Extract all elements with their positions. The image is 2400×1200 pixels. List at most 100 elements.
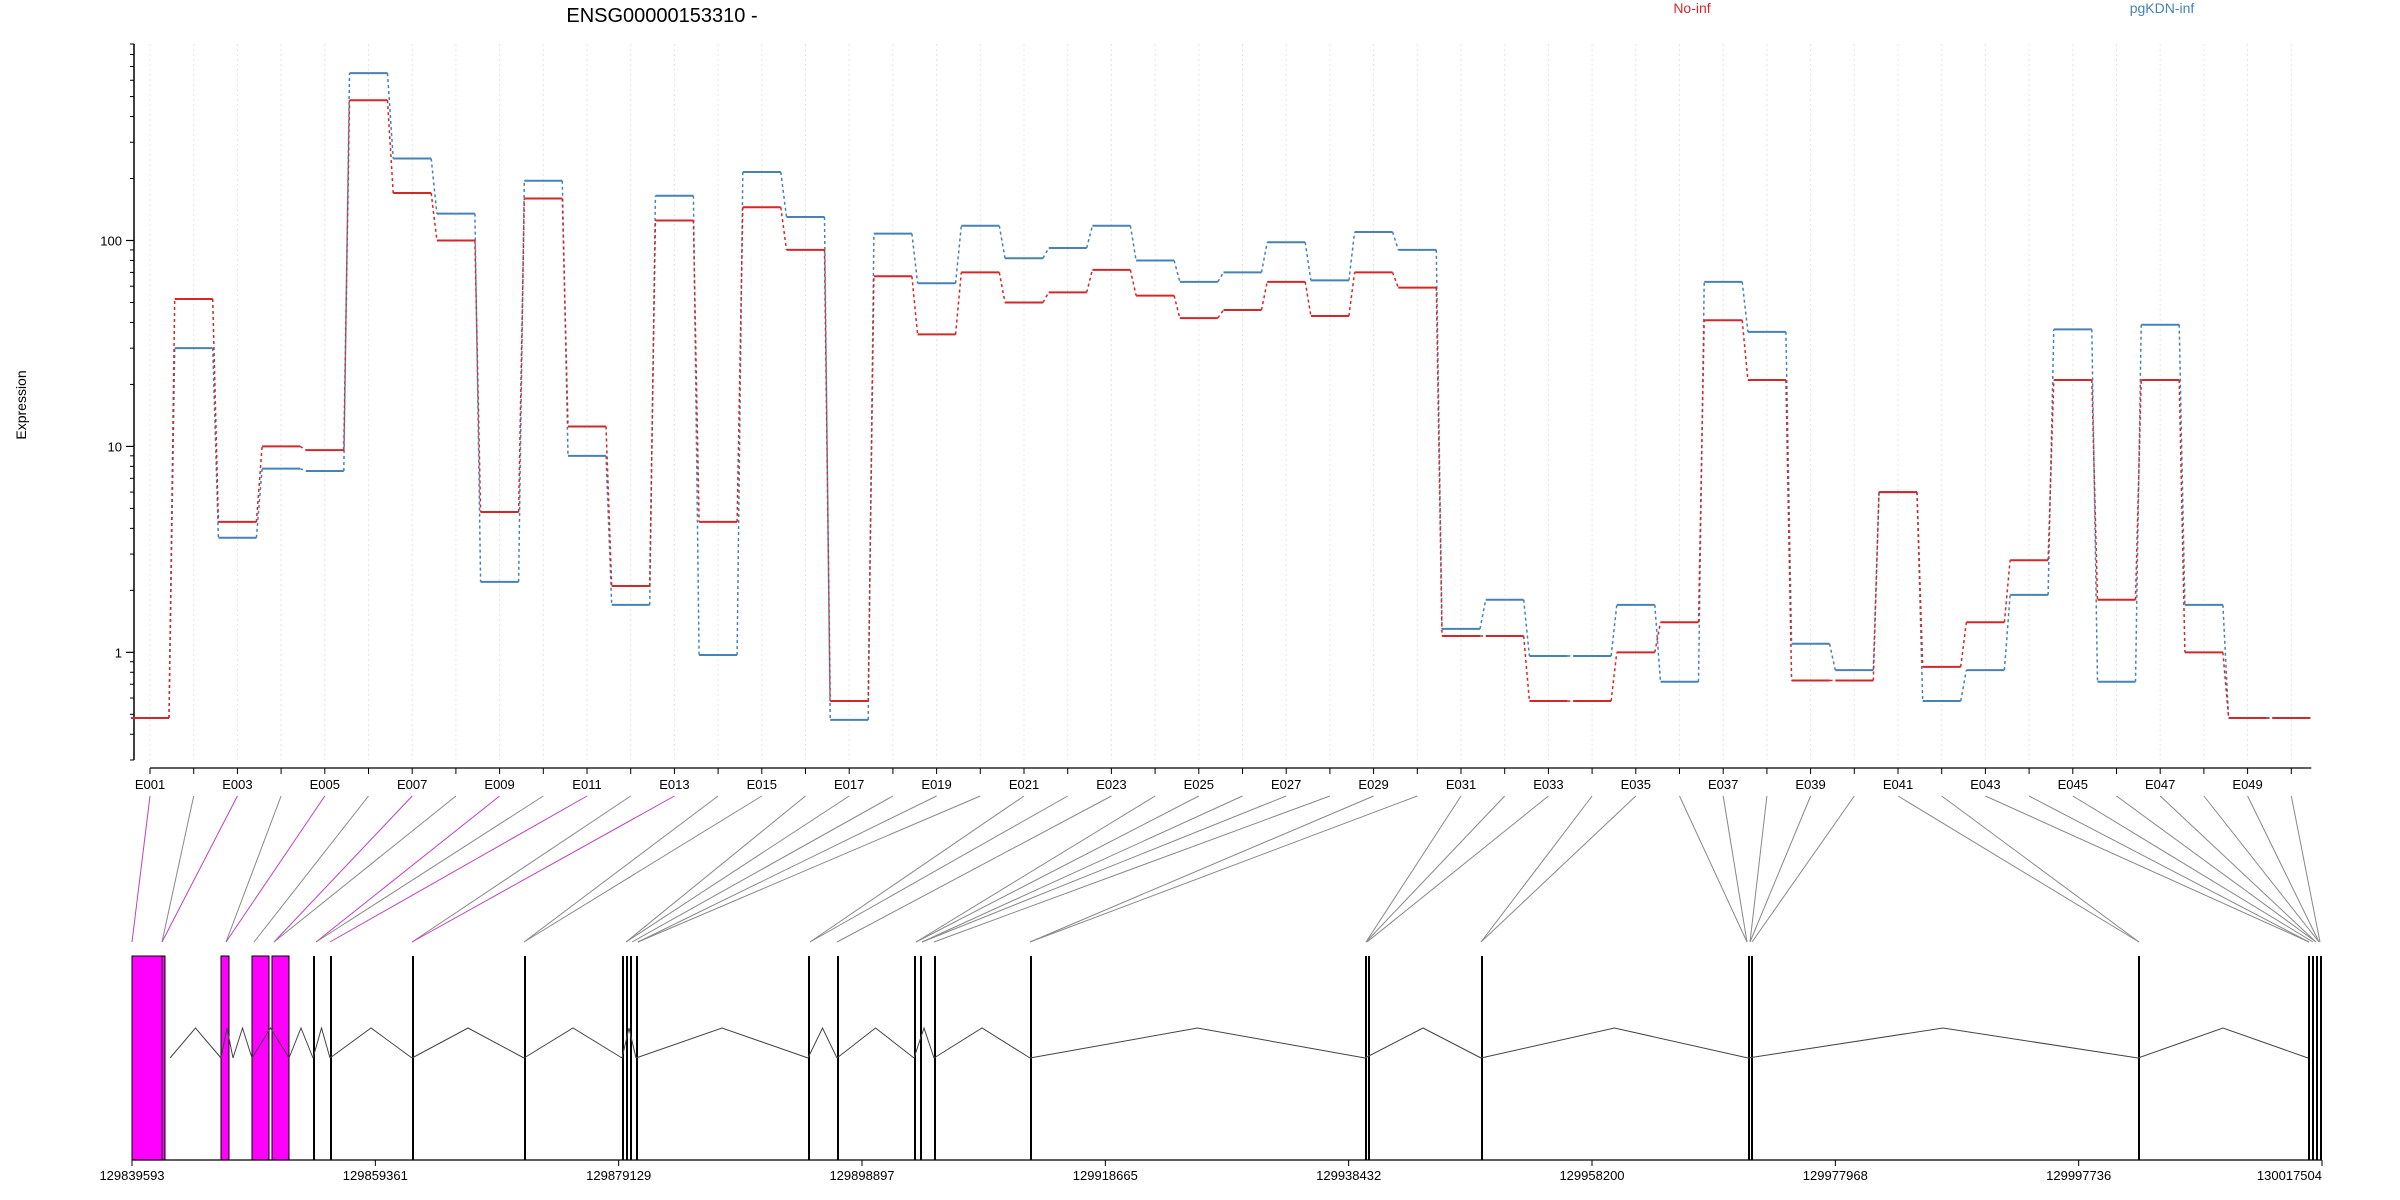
exon-transition bbox=[911, 276, 919, 335]
exon-transition bbox=[2003, 560, 2011, 623]
exon-transition bbox=[430, 192, 438, 241]
exon-label: E019 bbox=[921, 777, 951, 792]
exon-transition bbox=[911, 233, 919, 284]
exon-connector bbox=[1029, 795, 1374, 943]
intron-line bbox=[635, 1027, 809, 1059]
exon-connector bbox=[2290, 795, 2321, 943]
exon-transition bbox=[1348, 231, 1356, 281]
exon-transition bbox=[1610, 604, 1618, 657]
exon-label: E027 bbox=[1271, 777, 1301, 792]
exon-block bbox=[2316, 956, 2318, 1160]
exon-transition bbox=[736, 172, 744, 656]
exon-transition bbox=[343, 73, 351, 471]
exon-block bbox=[2308, 956, 2310, 1160]
exon-transition bbox=[648, 220, 657, 586]
exon-transition bbox=[474, 213, 482, 582]
gene-model bbox=[131, 955, 2322, 1161]
intron-line bbox=[933, 1027, 1031, 1059]
exon-transition bbox=[954, 225, 963, 284]
exon-connector bbox=[225, 795, 326, 943]
exon-connector bbox=[2028, 795, 2310, 943]
exon-transition bbox=[736, 207, 744, 522]
intron-line bbox=[621, 1027, 637, 1059]
exon-transition bbox=[1304, 242, 1312, 281]
exon-label: E043 bbox=[1970, 777, 2000, 792]
exon-connector bbox=[161, 795, 238, 943]
intron-line bbox=[251, 1027, 290, 1059]
coordinate-label: 129997736 bbox=[2046, 1168, 2111, 1183]
vertical-gridlines bbox=[149, 44, 2292, 760]
intron-line bbox=[288, 1026, 314, 1059]
exon-transition bbox=[561, 198, 569, 427]
exon-connector bbox=[523, 795, 763, 943]
exon-block bbox=[2320, 956, 2322, 1160]
exon-connector bbox=[161, 795, 195, 943]
exon-transition bbox=[2178, 380, 2186, 653]
exon-label: E031 bbox=[1446, 777, 1476, 792]
exon-connector bbox=[625, 795, 850, 943]
exon-connector bbox=[1749, 795, 1768, 943]
exon-transition bbox=[1042, 247, 1050, 259]
exon-connector bbox=[836, 795, 1112, 943]
exon-block bbox=[630, 956, 632, 1160]
exon-transition bbox=[1260, 242, 1268, 273]
exon-connector bbox=[1366, 795, 1549, 943]
exon-label: E005 bbox=[310, 777, 340, 792]
exon-transition bbox=[211, 298, 220, 522]
exon-transition bbox=[1173, 295, 1181, 319]
exon-transition bbox=[1173, 260, 1181, 283]
exon-label: E001 bbox=[135, 777, 165, 792]
exon-transition bbox=[2047, 380, 2055, 561]
intron-line bbox=[1480, 1027, 1749, 1059]
exon-transition bbox=[692, 195, 700, 656]
exon-connector bbox=[273, 795, 457, 943]
intron-line bbox=[913, 1026, 935, 1059]
y-tick-label: 1 bbox=[115, 645, 122, 660]
exon-connector bbox=[411, 795, 631, 943]
exon-block bbox=[934, 956, 936, 1160]
exon-axis: E001 E003 E005 E007 E009 E011 E013 E015 E017 E019… bbox=[135, 767, 2312, 792]
exon-transition bbox=[1959, 669, 1968, 702]
exon-transition bbox=[517, 180, 526, 582]
exon-connector bbox=[523, 795, 719, 943]
exon-label: E017 bbox=[834, 777, 864, 792]
exon-transition bbox=[343, 100, 351, 451]
exon-transition bbox=[1741, 281, 1749, 332]
exon-connector bbox=[315, 795, 500, 943]
exon-transition bbox=[1522, 599, 1531, 657]
exon-connector bbox=[329, 795, 588, 943]
exon-connector bbox=[1365, 795, 1462, 943]
coordinate-label: 130017504 bbox=[2257, 1168, 2322, 1183]
exon-transition bbox=[1129, 225, 1137, 261]
exon-label: E039 bbox=[1795, 777, 1825, 792]
exon-block bbox=[622, 956, 624, 1160]
intron-line bbox=[312, 1026, 331, 1059]
exon-connector bbox=[809, 795, 1025, 943]
intron-line bbox=[411, 1027, 525, 1059]
exon-transition bbox=[954, 272, 963, 335]
exon-connector bbox=[131, 795, 151, 943]
expression-series bbox=[131, 72, 2311, 721]
exon-block-highlighted bbox=[220, 955, 230, 1161]
coordinate-label: 129839593 bbox=[99, 1168, 164, 1183]
exon-connector bbox=[1941, 795, 2140, 943]
exon-label: E045 bbox=[2058, 777, 2088, 792]
exon-block bbox=[914, 956, 916, 1160]
genomic-coordinate-axis: 129839593 129859361 129879129 129898897 1299… bbox=[99, 1159, 2323, 1183]
exon-transition bbox=[605, 426, 613, 587]
coordinate-label: 129958200 bbox=[1559, 1168, 1624, 1183]
y-tick-label: 10 bbox=[108, 439, 122, 454]
exon-label: E007 bbox=[397, 777, 427, 792]
exon-transition bbox=[998, 225, 1006, 259]
exon-connector bbox=[1480, 795, 1593, 943]
intron-line bbox=[2137, 1027, 2309, 1059]
exon-connector bbox=[915, 795, 1156, 943]
exon-block bbox=[837, 956, 839, 1160]
exon-label: E033 bbox=[1533, 777, 1563, 792]
exon-transition bbox=[299, 467, 307, 472]
exon-connector bbox=[253, 795, 369, 943]
intron-line bbox=[836, 1027, 915, 1059]
exon-transition bbox=[867, 276, 875, 702]
exon-transition bbox=[1479, 599, 1487, 630]
